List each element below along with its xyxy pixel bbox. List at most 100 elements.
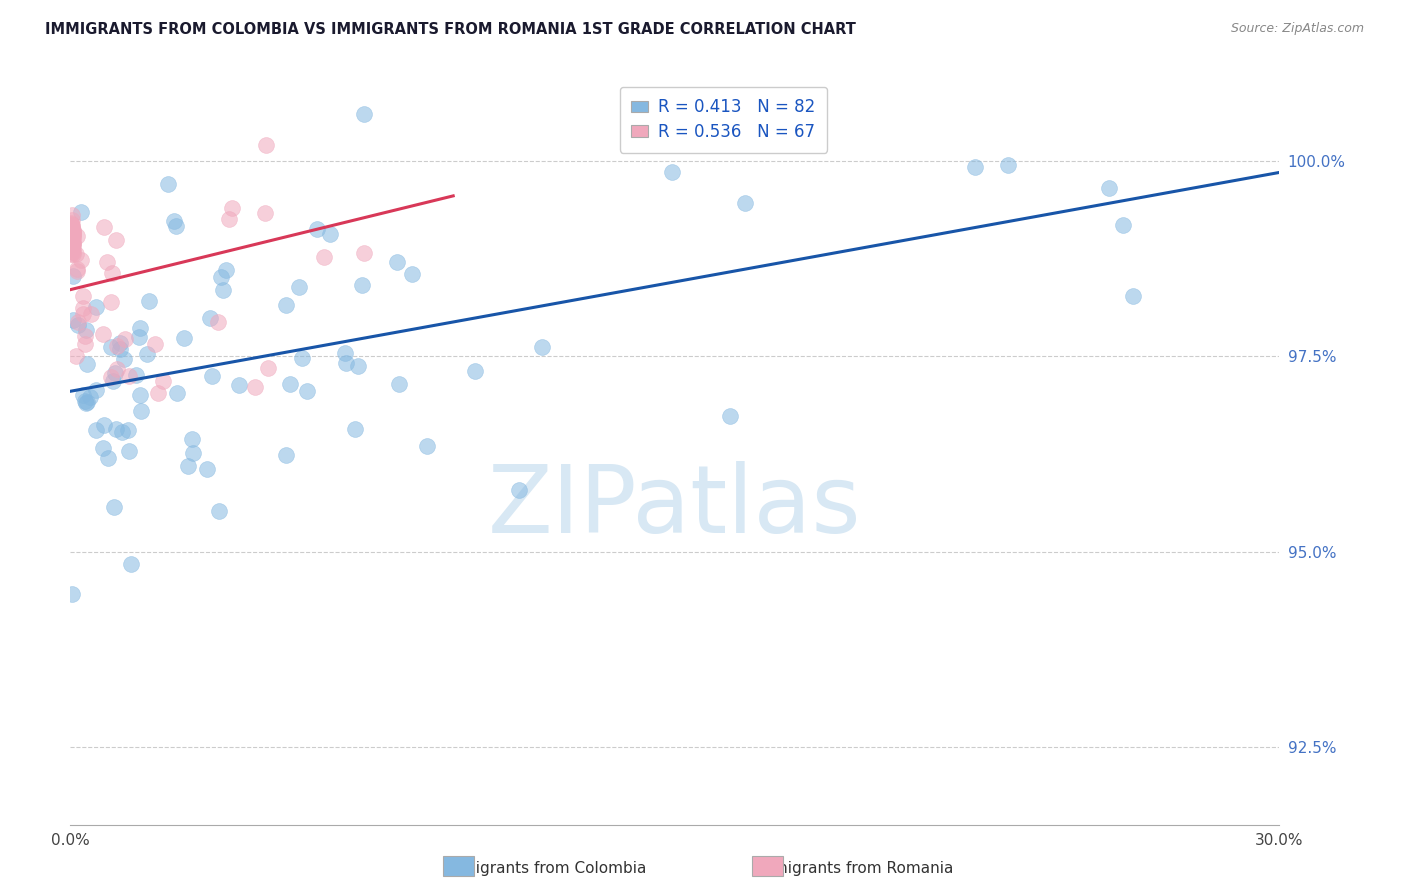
Point — [103, 500, 125, 514]
Point — [508, 483, 530, 497]
Point — [531, 340, 554, 354]
Point — [73, 393, 96, 408]
Point — [385, 254, 408, 268]
Point — [416, 439, 439, 453]
Point — [110, 336, 132, 351]
Point — [353, 246, 375, 260]
Point — [97, 450, 120, 465]
Point — [79, 391, 101, 405]
Point — [62, 238, 84, 252]
Point — [197, 462, 219, 476]
Point — [60, 223, 83, 237]
Point — [76, 357, 98, 371]
Point — [59, 218, 82, 232]
Point — [62, 236, 84, 251]
Point — [84, 423, 107, 437]
Point — [101, 266, 124, 280]
Point — [346, 359, 368, 373]
Point — [305, 222, 328, 236]
Point — [60, 229, 83, 244]
Point — [60, 208, 83, 222]
Point — [734, 195, 756, 210]
Point — [963, 160, 986, 174]
Point — [60, 219, 83, 234]
Point — [165, 219, 187, 233]
Point — [997, 158, 1019, 172]
Point — [62, 244, 84, 259]
Point — [118, 443, 141, 458]
Point — [108, 342, 131, 356]
Point — [388, 377, 411, 392]
Point — [287, 280, 309, 294]
Point — [163, 214, 186, 228]
Point — [208, 504, 231, 518]
Point — [93, 220, 115, 235]
Point — [353, 107, 375, 121]
Point — [128, 388, 150, 402]
Point — [66, 318, 89, 332]
Point — [75, 322, 97, 336]
Point — [65, 247, 87, 261]
Point — [72, 388, 94, 402]
Point — [72, 301, 94, 316]
Point — [256, 360, 278, 375]
Point — [105, 339, 128, 353]
Point — [91, 441, 114, 455]
Point — [103, 375, 125, 389]
Point — [72, 307, 94, 321]
Point — [60, 236, 83, 251]
Point — [200, 310, 222, 325]
Point — [173, 331, 195, 345]
Point — [114, 332, 136, 346]
Point — [105, 362, 128, 376]
Point — [112, 352, 135, 367]
Point — [138, 294, 160, 309]
Point — [62, 247, 84, 261]
Point — [274, 298, 297, 312]
Point — [209, 270, 232, 285]
Point — [1097, 180, 1119, 194]
Point — [128, 330, 150, 344]
Point — [62, 235, 84, 250]
Point — [350, 278, 373, 293]
Text: Immigrants from Colombia: Immigrants from Colombia — [422, 861, 647, 876]
Point — [62, 233, 84, 247]
Point — [120, 558, 142, 572]
Point — [60, 233, 83, 247]
Point — [661, 165, 683, 179]
Point — [93, 417, 115, 432]
Point — [221, 201, 243, 215]
Point — [125, 368, 148, 382]
Point — [62, 227, 84, 241]
Point — [62, 587, 84, 601]
Point — [70, 205, 93, 219]
Point — [215, 262, 238, 277]
Point — [62, 224, 84, 238]
Point — [343, 422, 366, 436]
Point — [59, 246, 82, 260]
Point — [128, 321, 150, 335]
Point — [60, 223, 83, 237]
Point — [720, 409, 742, 424]
Point — [295, 384, 318, 398]
Point — [401, 268, 423, 282]
Point — [62, 228, 84, 243]
Point — [183, 446, 205, 460]
Point — [100, 295, 122, 310]
Point — [274, 448, 297, 462]
Point — [72, 289, 94, 303]
Point — [60, 219, 83, 233]
Point — [70, 252, 93, 267]
Point — [177, 459, 200, 474]
Point — [84, 384, 107, 398]
Point — [62, 312, 84, 326]
Point — [207, 314, 229, 328]
Legend: R = 0.413   N = 82, R = 0.536   N = 67: R = 0.413 N = 82, R = 0.536 N = 67 — [620, 87, 827, 153]
Text: IMMIGRANTS FROM COLOMBIA VS IMMIGRANTS FROM ROMANIA 1ST GRADE CORRELATION CHART: IMMIGRANTS FROM COLOMBIA VS IMMIGRANTS F… — [45, 22, 856, 37]
Point — [228, 378, 250, 392]
Point — [59, 235, 82, 250]
Text: Immigrants from Romania: Immigrants from Romania — [734, 861, 953, 876]
Point — [180, 433, 202, 447]
Point — [312, 250, 335, 264]
Text: ZIPatlas: ZIPatlas — [488, 460, 862, 553]
